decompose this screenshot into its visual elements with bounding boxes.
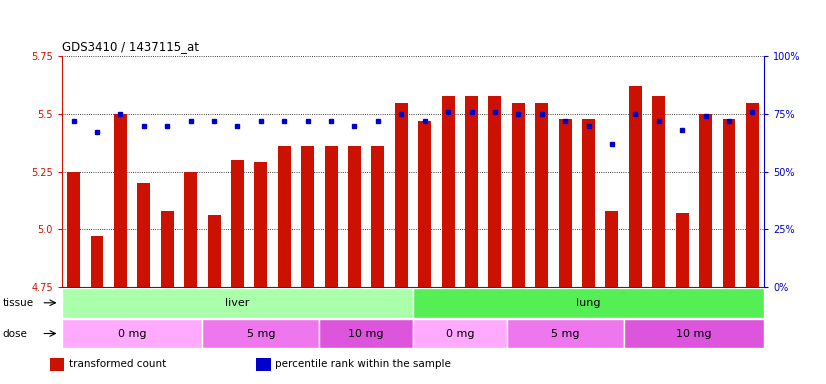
Bar bbox=[442, 96, 454, 287]
Bar bbox=[184, 172, 197, 287]
Bar bbox=[506, 319, 624, 348]
Text: 5 mg: 5 mg bbox=[247, 328, 275, 339]
Bar bbox=[372, 146, 384, 287]
Text: 0 mg: 0 mg bbox=[118, 328, 146, 339]
Bar bbox=[62, 288, 413, 318]
Text: 10 mg: 10 mg bbox=[676, 328, 711, 339]
Bar bbox=[67, 172, 80, 287]
Bar bbox=[207, 215, 221, 287]
Bar bbox=[231, 160, 244, 287]
Bar bbox=[325, 146, 338, 287]
Text: liver: liver bbox=[225, 298, 249, 308]
Bar bbox=[465, 96, 478, 287]
Bar bbox=[512, 103, 525, 287]
Text: lung: lung bbox=[577, 298, 601, 308]
Bar bbox=[676, 213, 689, 287]
Bar bbox=[161, 211, 173, 287]
Bar bbox=[62, 319, 202, 348]
Bar bbox=[413, 319, 506, 348]
Bar bbox=[348, 146, 361, 287]
Bar bbox=[558, 119, 572, 287]
Text: tissue: tissue bbox=[2, 298, 34, 308]
Bar bbox=[91, 236, 103, 287]
Bar bbox=[746, 103, 759, 287]
Text: 5 mg: 5 mg bbox=[551, 328, 579, 339]
Bar bbox=[137, 183, 150, 287]
Text: 10 mg: 10 mg bbox=[349, 328, 384, 339]
Text: transformed count: transformed count bbox=[69, 359, 166, 369]
Bar bbox=[395, 103, 408, 287]
Bar bbox=[723, 119, 735, 287]
Bar bbox=[50, 358, 64, 371]
Bar bbox=[256, 358, 271, 371]
Bar bbox=[535, 103, 548, 287]
Bar bbox=[488, 96, 501, 287]
Text: GDS3410 / 1437115_at: GDS3410 / 1437115_at bbox=[62, 40, 199, 53]
Bar bbox=[582, 119, 595, 287]
Bar bbox=[624, 319, 764, 348]
Bar bbox=[629, 86, 642, 287]
Bar bbox=[413, 288, 764, 318]
Bar bbox=[114, 114, 127, 287]
Bar bbox=[278, 146, 291, 287]
Bar bbox=[418, 121, 431, 287]
Bar bbox=[699, 114, 712, 287]
Text: dose: dose bbox=[2, 328, 27, 339]
Bar bbox=[653, 96, 665, 287]
Text: 0 mg: 0 mg bbox=[445, 328, 474, 339]
Bar bbox=[301, 146, 314, 287]
Bar bbox=[320, 319, 413, 348]
Text: percentile rank within the sample: percentile rank within the sample bbox=[275, 359, 451, 369]
Bar bbox=[605, 211, 619, 287]
Bar bbox=[254, 162, 268, 287]
Bar bbox=[202, 319, 320, 348]
